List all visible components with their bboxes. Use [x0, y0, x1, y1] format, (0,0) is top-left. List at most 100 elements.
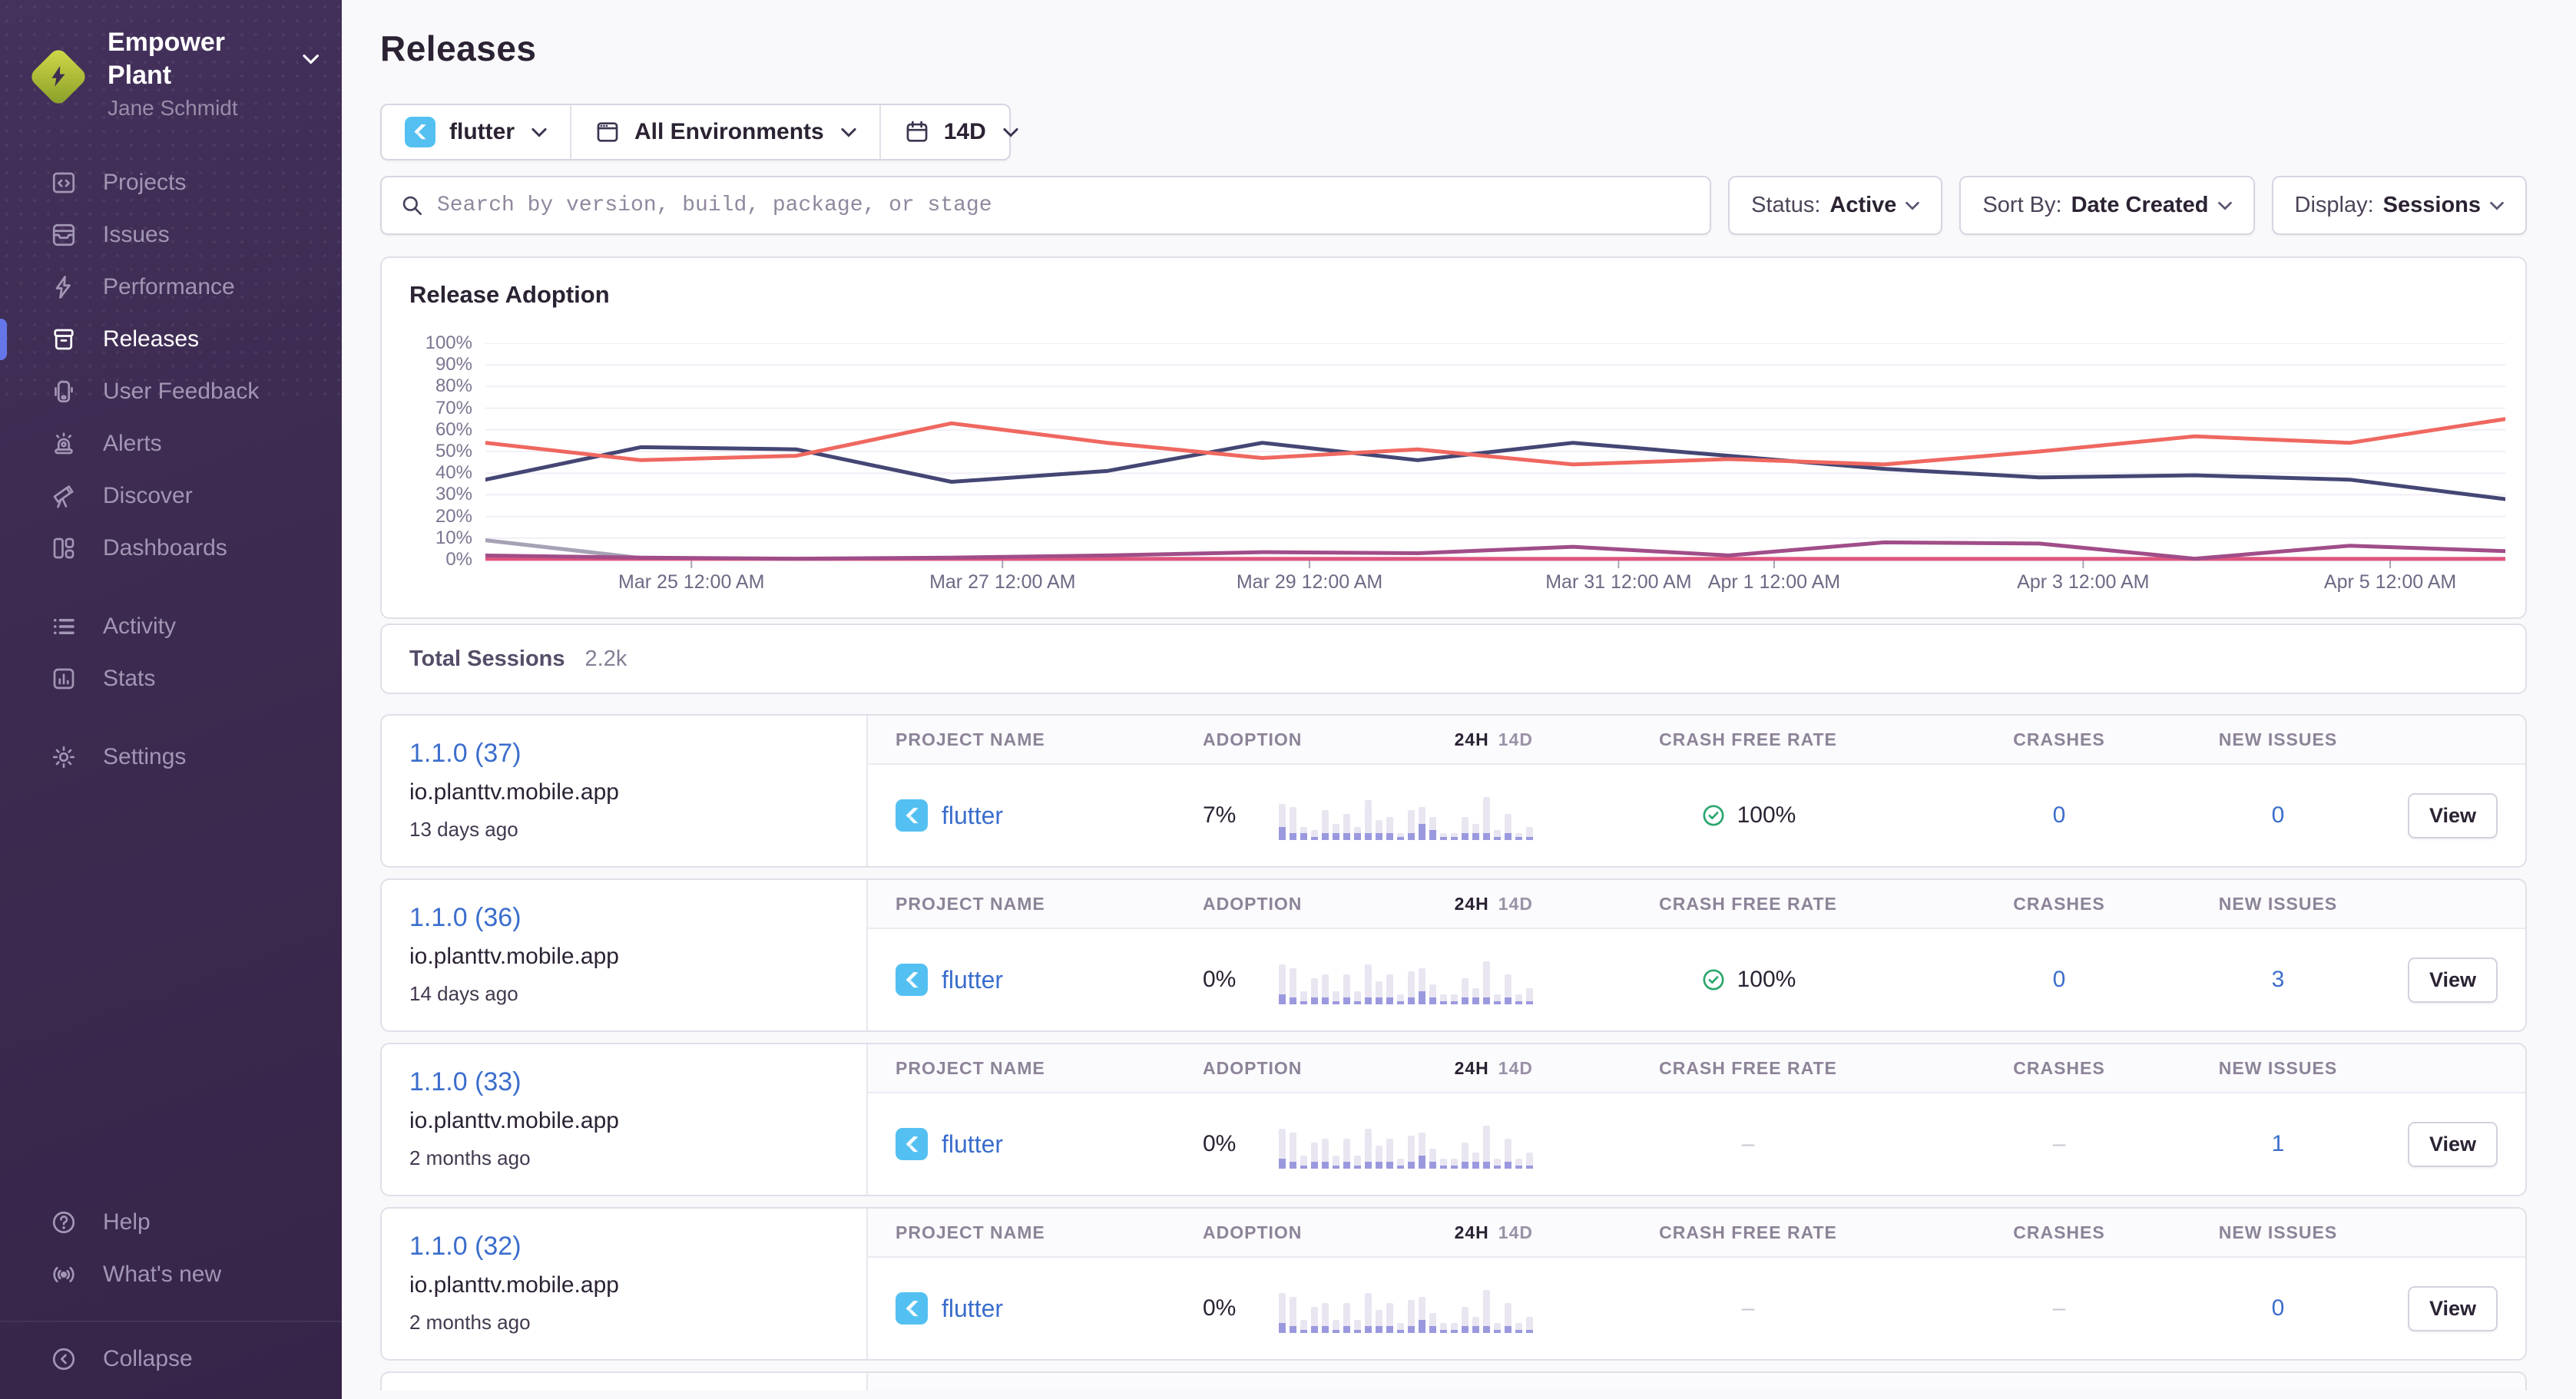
- x-tick-label: Apr 1 12:00 AM: [1707, 571, 1841, 593]
- new-issues-count-link[interactable]: 3: [2271, 967, 2285, 992]
- sidebar-item-stats[interactable]: Stats: [0, 653, 342, 705]
- sidebar-item-issues[interactable]: Issues: [0, 209, 342, 261]
- project-link[interactable]: flutter: [942, 801, 1004, 829]
- page-filter-bar: flutter All Environments 14D: [380, 104, 1018, 160]
- sidebar-item-label: Activity: [103, 614, 177, 639]
- crash-free-value: 100%: [1737, 967, 1796, 992]
- sort-by-dropdown[interactable]: Sort By: Date Created: [1959, 176, 2255, 235]
- sidebar-item-label: Dashboards: [103, 535, 227, 561]
- sidebar-item-label: Help: [103, 1209, 151, 1235]
- sidebar-item-label: User Feedback: [103, 379, 260, 404]
- sidebar-item-performance[interactable]: Performance: [0, 261, 342, 313]
- total-sessions-card: Total Sessions 2.2k: [380, 623, 2527, 694]
- sidebar-item-discover[interactable]: Discover: [0, 470, 342, 522]
- new-issues-count-link[interactable]: 0: [2271, 1295, 2285, 1321]
- sidebar-item-releases[interactable]: Releases: [0, 313, 342, 365]
- col-adoption: ADOPTION: [1203, 893, 1303, 914]
- sidebar-item-alerts[interactable]: Alerts: [0, 418, 342, 470]
- search-input[interactable]: [437, 193, 1692, 217]
- release-adoption-chart-card: Release Adoption 100% 90% 80% 70% 60% 50% 40% 3…: [380, 256, 2527, 619]
- releases-icon: [49, 326, 78, 353]
- chart-period-toggle: 24H 14D: [1455, 1222, 1533, 1243]
- col-adoption: ADOPTION: [1203, 729, 1303, 749]
- release-package: io.planttv.mobile.app: [409, 779, 619, 805]
- y-tick-label: 60%: [435, 418, 472, 440]
- sidebar-item-activity[interactable]: Activity: [0, 600, 342, 653]
- project-link[interactable]: flutter: [942, 1129, 1004, 1158]
- org-switcher[interactable]: Empower Plant Jane Schmidt: [0, 0, 342, 121]
- release-table-header: PROJECT NAME ADOPTION 24H 14D CRASH FREE…: [868, 880, 2525, 929]
- sidebar-item-user-feedback[interactable]: User Feedback: [0, 365, 342, 418]
- crashes-count-link[interactable]: 0: [2052, 802, 2066, 828]
- sessions-sparkline: [1279, 1284, 1533, 1333]
- page-title: Releases: [380, 28, 537, 68]
- sidebar-item-label: Performance: [103, 274, 235, 299]
- crashes-count-link[interactable]: 0: [2052, 967, 2066, 992]
- toggle-24h[interactable]: 24H: [1454, 1057, 1489, 1078]
- x-tick-label: Mar 31 12:00 AM: [1545, 571, 1692, 593]
- chevron-down-icon: [1003, 127, 1018, 137]
- project-link[interactable]: flutter: [942, 1294, 1004, 1322]
- col-new-issues: NEW ISSUES: [2218, 729, 2338, 749]
- toggle-24h[interactable]: 24H: [1454, 1222, 1489, 1242]
- col-adoption: ADOPTION: [1203, 1222, 1303, 1242]
- status-dropdown[interactable]: Status: Active: [1728, 176, 1943, 235]
- chart-line-plum: [485, 540, 2505, 561]
- col-project-name: PROJECT NAME: [896, 1222, 1045, 1242]
- sidebar-item-projects[interactable]: Projects: [0, 157, 342, 209]
- search-icon: [402, 196, 422, 215]
- new-issues-count-link[interactable]: 1: [2271, 1131, 2285, 1156]
- release-created-ago: 14 days ago: [409, 982, 518, 1005]
- toggle-14d[interactable]: 14D: [1498, 893, 1533, 914]
- chart-line-navy: [485, 441, 2505, 501]
- crash-free-cell: –: [1541, 1131, 1955, 1157]
- col-crash-free-rate: CRASH FREE RATE: [1659, 729, 1837, 749]
- release-table-row: flutter 7% 100% 0 0 View: [868, 765, 2525, 866]
- issues-icon: [49, 221, 78, 249]
- sidebar-item-whats-new[interactable]: What's new: [0, 1249, 342, 1301]
- sidebar-item-dashboards[interactable]: Dashboards: [0, 522, 342, 574]
- sidebar-collapse-button[interactable]: Collapse: [0, 1333, 342, 1385]
- release-health-table: PROJECT NAME ADOPTION 24H 14D CRASH FREE…: [868, 1044, 2525, 1195]
- view-release-button[interactable]: View: [2407, 1285, 2498, 1331]
- release-version-link[interactable]: 1.1.0 (37): [409, 739, 521, 768]
- col-new-issues: NEW ISSUES: [2218, 893, 2338, 914]
- x-tick-label: Mar 27 12:00 AM: [929, 571, 1076, 593]
- projects-icon: [49, 169, 78, 197]
- release-version-link[interactable]: 1.1.0 (36): [409, 903, 521, 932]
- release-version-link[interactable]: 1.1.0 (33): [409, 1067, 521, 1096]
- sidebar-item-help[interactable]: Help: [0, 1196, 342, 1249]
- toggle-14d[interactable]: 14D: [1498, 1057, 1533, 1078]
- adoption-line-chart: [485, 343, 2505, 571]
- toggle-24h[interactable]: 24H: [1454, 893, 1489, 914]
- sidebar-item-label: Discover: [103, 483, 193, 508]
- chevron-down-icon: [302, 54, 319, 64]
- window-icon: [597, 122, 618, 142]
- project-filter[interactable]: flutter: [382, 105, 570, 159]
- sidebar-item-settings[interactable]: Settings: [0, 731, 342, 783]
- sidebar-item-label: Alerts: [103, 431, 162, 456]
- user-feedback-icon: [49, 378, 78, 405]
- sidebar-item-label: Projects: [103, 170, 187, 195]
- view-release-button[interactable]: View: [2407, 957, 2498, 1003]
- chart-period-toggle: 24H 14D: [1455, 894, 1533, 914]
- toggle-14d[interactable]: 14D: [1498, 1222, 1533, 1242]
- release-health-table: PROJECT NAME ADOPTION 24H 14D CRASH FREE…: [868, 880, 2525, 1030]
- date-range-filter[interactable]: 14D: [879, 105, 1041, 159]
- view-release-button[interactable]: View: [2407, 792, 2498, 838]
- release-card: 1.1.0 (32) io.planttv.mobile.app 2 month…: [380, 1207, 2527, 1361]
- environment-filter[interactable]: All Environments: [570, 105, 879, 159]
- chart-line-salmon: [485, 417, 2505, 467]
- collapse-icon: [49, 1345, 78, 1373]
- release-version-link[interactable]: 1.1.0 (32): [409, 1232, 521, 1261]
- new-issues-count-link[interactable]: 0: [2271, 802, 2285, 828]
- chevron-down-icon: [2490, 201, 2504, 210]
- col-crashes: CRASHES: [2013, 893, 2105, 914]
- col-project-name: PROJECT NAME: [896, 893, 1045, 914]
- col-crashes: CRASHES: [2013, 729, 2105, 749]
- display-dropdown[interactable]: Display: Sessions: [2271, 176, 2527, 235]
- project-link[interactable]: flutter: [942, 965, 1004, 994]
- view-release-button[interactable]: View: [2407, 1121, 2498, 1167]
- toggle-14d[interactable]: 14D: [1498, 729, 1533, 749]
- toggle-24h[interactable]: 24H: [1454, 729, 1489, 749]
